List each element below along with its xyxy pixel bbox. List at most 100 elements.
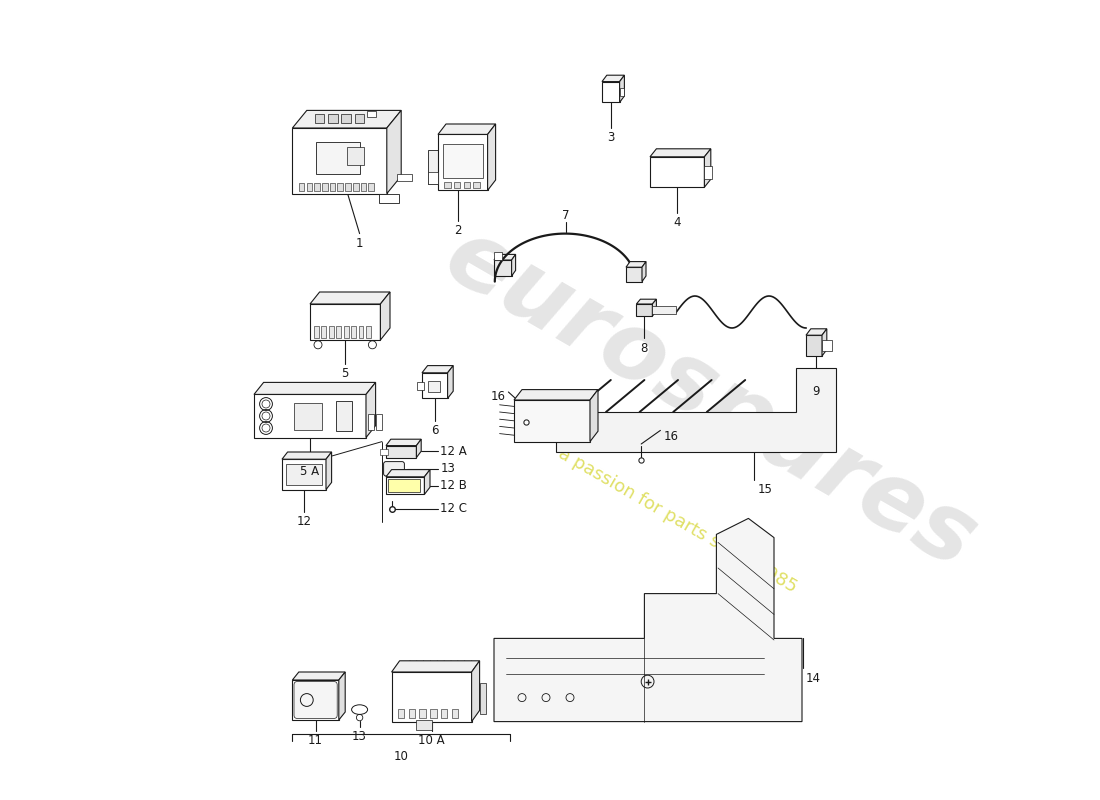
Bar xyxy=(704,166,713,179)
Polygon shape xyxy=(652,299,657,316)
Text: 12 B: 12 B xyxy=(440,479,467,492)
Text: 4: 4 xyxy=(673,216,681,229)
Bar xyxy=(345,183,351,191)
FancyBboxPatch shape xyxy=(294,682,338,718)
Bar xyxy=(392,672,472,722)
Bar xyxy=(293,128,387,194)
Bar xyxy=(353,183,359,191)
Bar xyxy=(397,174,411,181)
Bar xyxy=(328,114,338,122)
Bar xyxy=(254,394,366,438)
Bar xyxy=(329,326,333,338)
Polygon shape xyxy=(425,470,430,494)
Text: 16: 16 xyxy=(663,430,679,443)
Bar xyxy=(293,680,339,720)
Bar xyxy=(368,183,374,191)
Text: 13: 13 xyxy=(440,462,455,475)
Bar xyxy=(355,114,364,122)
Bar xyxy=(388,479,420,492)
Bar xyxy=(338,183,343,191)
Text: 1: 1 xyxy=(356,237,363,250)
Bar xyxy=(322,183,328,191)
Bar xyxy=(336,401,352,431)
Bar xyxy=(366,326,371,338)
Bar xyxy=(626,267,642,282)
Bar xyxy=(337,326,341,338)
Bar xyxy=(463,182,470,188)
Text: 15: 15 xyxy=(758,483,773,496)
Text: a passion for parts since 1985: a passion for parts since 1985 xyxy=(556,444,801,596)
Bar xyxy=(637,304,652,316)
Text: 14: 14 xyxy=(806,672,821,685)
Polygon shape xyxy=(472,661,480,722)
Bar xyxy=(346,147,364,165)
Polygon shape xyxy=(494,254,516,260)
Bar xyxy=(428,172,438,184)
Polygon shape xyxy=(386,470,430,477)
Bar xyxy=(386,477,425,494)
Bar xyxy=(428,150,440,184)
Polygon shape xyxy=(590,390,598,442)
Ellipse shape xyxy=(352,705,367,714)
Polygon shape xyxy=(626,262,646,267)
Text: 12 A: 12 A xyxy=(440,445,467,458)
Bar xyxy=(480,683,486,714)
Text: 5 A: 5 A xyxy=(300,465,320,478)
Polygon shape xyxy=(417,439,421,458)
Text: 5: 5 xyxy=(341,367,349,380)
Bar xyxy=(386,446,417,458)
Bar xyxy=(375,414,382,430)
Bar xyxy=(314,326,319,338)
Bar xyxy=(822,340,832,351)
Bar xyxy=(299,183,305,191)
Bar xyxy=(282,459,326,490)
Bar xyxy=(422,373,448,398)
Bar xyxy=(438,134,487,190)
Polygon shape xyxy=(438,124,496,134)
Bar xyxy=(317,142,361,174)
Bar xyxy=(416,720,431,730)
Bar xyxy=(443,144,483,178)
Polygon shape xyxy=(619,75,625,102)
Bar xyxy=(417,382,424,390)
Bar xyxy=(452,709,458,718)
Polygon shape xyxy=(494,518,802,722)
Polygon shape xyxy=(602,75,625,82)
Text: 12 C: 12 C xyxy=(440,502,467,515)
Polygon shape xyxy=(326,452,331,490)
Text: 12: 12 xyxy=(297,515,311,528)
Bar xyxy=(330,183,336,191)
Polygon shape xyxy=(637,299,657,304)
Bar xyxy=(444,182,451,188)
Bar xyxy=(602,82,619,102)
Polygon shape xyxy=(514,390,598,400)
Polygon shape xyxy=(512,254,516,276)
Bar xyxy=(806,335,822,356)
Bar xyxy=(343,326,349,338)
Bar xyxy=(398,709,405,718)
Text: eurospares: eurospares xyxy=(428,210,992,590)
Bar xyxy=(473,182,480,188)
Text: 11: 11 xyxy=(308,734,323,747)
Text: 16: 16 xyxy=(491,390,506,403)
Bar xyxy=(514,400,590,442)
Polygon shape xyxy=(822,329,827,356)
Bar xyxy=(351,326,356,338)
Polygon shape xyxy=(448,366,453,398)
Polygon shape xyxy=(386,439,421,446)
Bar xyxy=(650,157,704,187)
Bar xyxy=(379,449,387,455)
Bar xyxy=(286,464,322,485)
Text: 8: 8 xyxy=(640,342,648,354)
Polygon shape xyxy=(557,368,836,452)
Bar xyxy=(367,414,374,430)
Bar xyxy=(430,709,437,718)
Bar xyxy=(378,194,399,203)
Polygon shape xyxy=(704,149,711,187)
Bar xyxy=(294,403,322,430)
FancyBboxPatch shape xyxy=(384,462,405,476)
Bar xyxy=(310,304,381,340)
Polygon shape xyxy=(366,382,375,438)
Polygon shape xyxy=(293,110,402,128)
Polygon shape xyxy=(392,661,480,672)
